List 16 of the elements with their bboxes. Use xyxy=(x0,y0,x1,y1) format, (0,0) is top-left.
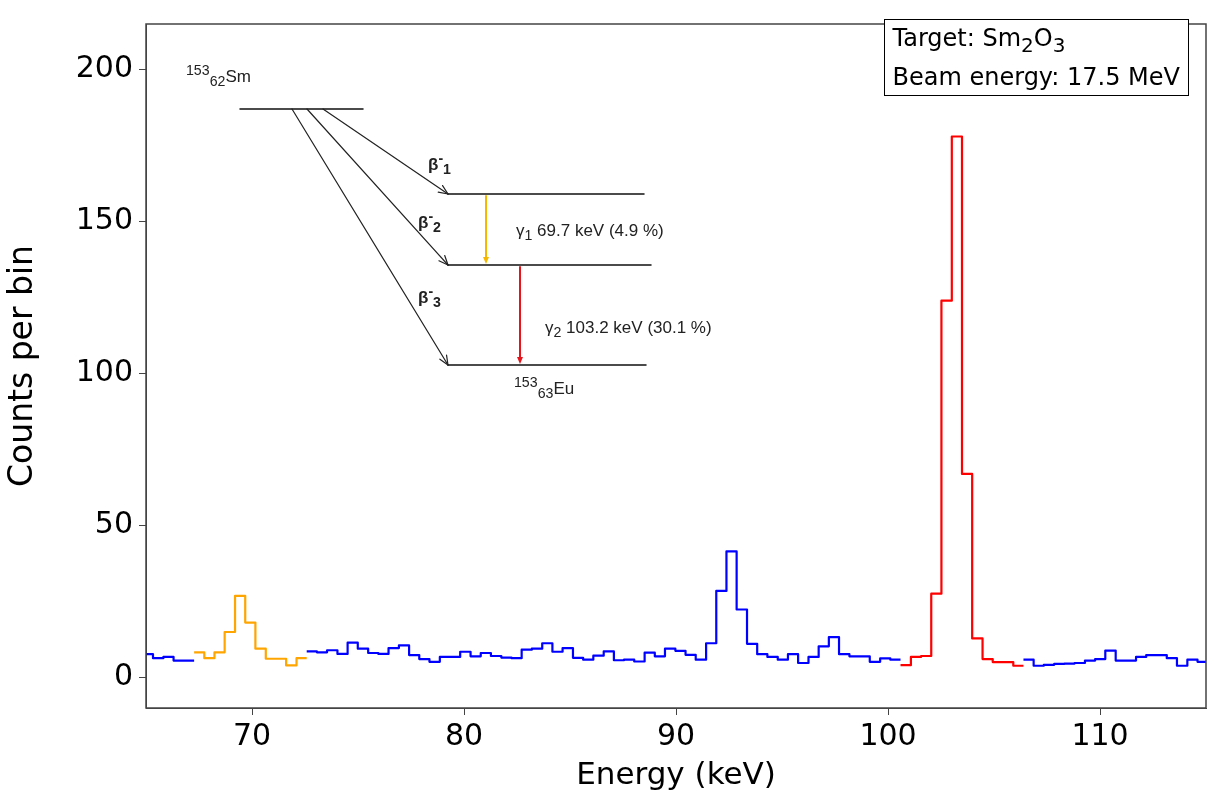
x-tick-label: 100 xyxy=(859,716,917,752)
x-tick-label: 80 xyxy=(444,716,484,752)
annotation: γ$_{1}$ 69.7 keV (4.9 %) xyxy=(516,221,664,244)
y-tick-label: 200 xyxy=(75,49,133,85)
annotation: Beam energy: 17.5 MeV xyxy=(892,61,1180,93)
x-tick-label: 110 xyxy=(1071,716,1129,752)
x-tick-label: 70 xyxy=(232,716,272,752)
y-tick-label: 150 xyxy=(75,201,133,237)
x-axis-title: Energy (keV) xyxy=(576,755,776,792)
annotation: γ$_{2}$ 103.2 keV (30.1 %) xyxy=(545,318,712,341)
y-axis-title: Counts per bin xyxy=(1,244,41,488)
x-tick-label: 90 xyxy=(656,716,696,752)
annotation: Target: Sm$_{2}$O$_{3}$ xyxy=(892,23,1067,59)
y-tick-label: 0 xyxy=(113,657,133,693)
y-tick-label: 100 xyxy=(75,353,133,389)
y-tick-label: 50 xyxy=(94,505,133,541)
